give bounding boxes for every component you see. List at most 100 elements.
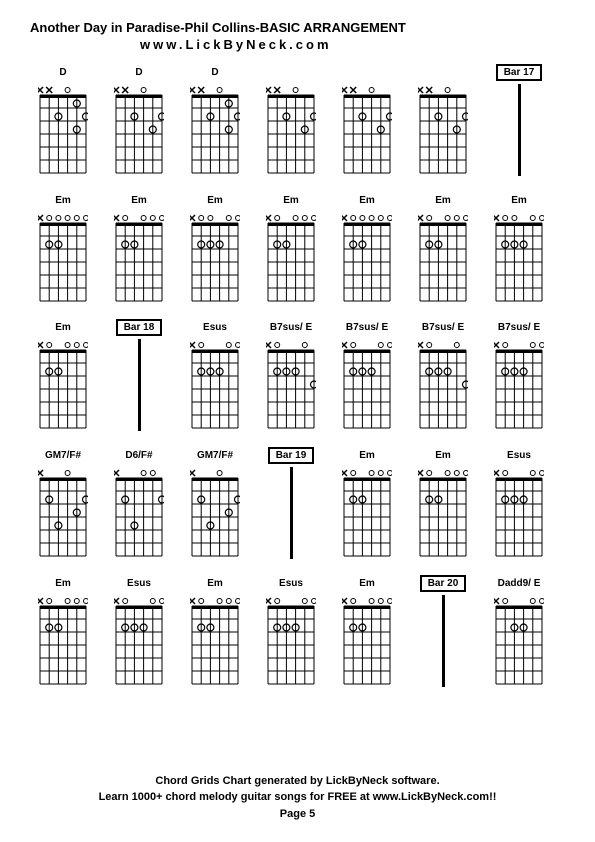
chord-cell — [334, 64, 400, 176]
page-title: Another Day in Paradise-Phil Collins-BAS… — [30, 20, 565, 35]
chord-diagram — [418, 211, 468, 303]
chord-cell — [258, 64, 324, 176]
chord-cell: Em — [30, 575, 96, 687]
chord-cell: D6/F# — [106, 447, 172, 559]
bar-line — [442, 595, 445, 687]
chord-label: D6/F# — [125, 447, 152, 463]
bar-label: Bar 17 — [496, 64, 543, 81]
footer-line2: Learn 1000+ chord melody guitar songs fo… — [0, 789, 595, 806]
chord-label: Esus — [507, 447, 531, 463]
chord-diagram — [266, 83, 316, 175]
chord-label: Dadd9/ E — [498, 575, 541, 591]
chord-label: Esus — [279, 575, 303, 591]
chord-label: B7sus/ E — [498, 319, 540, 335]
chord-diagram — [190, 338, 240, 430]
chord-cell: Em — [486, 192, 552, 303]
chord-label: B7sus/ E — [346, 319, 388, 335]
chord-diagram — [342, 466, 392, 558]
chord-diagram — [342, 83, 392, 175]
bar-marker: Bar 17 — [486, 64, 552, 176]
page-subtitle: www.LickByNeck.com — [30, 37, 565, 52]
footer-line3: Page 5 — [0, 806, 595, 823]
chord-label: B7sus/ E — [270, 319, 312, 335]
chord-diagram — [494, 211, 544, 303]
chord-cell — [410, 64, 476, 176]
chord-label: Em — [359, 575, 375, 591]
chord-cell: D — [182, 64, 248, 176]
chord-cell: Em — [334, 192, 400, 303]
chord-label: Em — [435, 192, 451, 208]
chord-diagram — [38, 83, 88, 175]
chord-cell: B7sus/ E — [486, 319, 552, 431]
chord-label: Em — [55, 575, 71, 591]
chord-diagram — [418, 338, 468, 430]
chord-diagram — [38, 338, 88, 430]
chord-diagram — [114, 466, 164, 558]
chord-cell: Em — [334, 575, 400, 687]
chord-diagram — [266, 594, 316, 686]
chord-cell: B7sus/ E — [334, 319, 400, 431]
bar-line — [290, 467, 293, 559]
chord-cell: B7sus/ E — [410, 319, 476, 431]
bar-marker: Bar 19 — [258, 447, 324, 559]
chord-label: Em — [435, 447, 451, 463]
chord-cell: Em — [182, 575, 248, 687]
chord-label: D — [59, 64, 66, 80]
chord-label: Em — [359, 447, 375, 463]
chord-cell: Em — [410, 447, 476, 559]
chord-label: D — [211, 64, 218, 80]
chord-diagram — [38, 211, 88, 303]
chord-diagram — [342, 211, 392, 303]
chord-label: D — [135, 64, 142, 80]
chord-diagram — [38, 466, 88, 558]
chord-label: Esus — [127, 575, 151, 591]
chord-cell: Em — [30, 319, 96, 431]
chord-label: GM7/F# — [197, 447, 233, 463]
chord-diagram — [494, 594, 544, 686]
bar-label: Bar 18 — [116, 319, 163, 336]
bar-marker: Bar 18 — [106, 319, 172, 431]
chord-diagram — [114, 83, 164, 175]
chord-diagram — [190, 83, 240, 175]
chord-diagram — [114, 211, 164, 303]
footer-line1: Chord Grids Chart generated by LickByNec… — [0, 773, 595, 790]
chord-label: Em — [283, 192, 299, 208]
chord-label: Em — [207, 192, 223, 208]
chord-label: GM7/F# — [45, 447, 81, 463]
chord-cell: Em — [334, 447, 400, 559]
chord-label: B7sus/ E — [422, 319, 464, 335]
chord-cell: Dadd9/ E — [486, 575, 552, 687]
chord-label: Em — [55, 319, 71, 335]
chord-diagram — [190, 594, 240, 686]
chord-cell: B7sus/ E — [258, 319, 324, 431]
chord-diagram — [418, 83, 468, 175]
chord-cell: Em — [258, 192, 324, 303]
bar-line — [138, 339, 141, 431]
chord-diagram — [38, 594, 88, 686]
chord-label: Em — [511, 192, 527, 208]
chord-cell: Esus — [486, 447, 552, 559]
chord-cell: Em — [106, 192, 172, 303]
bar-line — [518, 84, 521, 176]
chord-diagram — [342, 338, 392, 430]
page-footer: Chord Grids Chart generated by LickByNec… — [0, 773, 595, 823]
bar-label: Bar 19 — [268, 447, 315, 464]
chord-cell: Esus — [182, 319, 248, 431]
chord-label: Em — [55, 192, 71, 208]
chord-label: Em — [207, 575, 223, 591]
bar-label: Bar 20 — [420, 575, 467, 592]
chord-cell: Esus — [106, 575, 172, 687]
chord-cell: Em — [182, 192, 248, 303]
chord-diagram — [266, 338, 316, 430]
chord-label: Em — [131, 192, 147, 208]
chord-cell: Esus — [258, 575, 324, 687]
bar-marker: Bar 20 — [410, 575, 476, 687]
chord-diagram — [190, 211, 240, 303]
chord-cell: GM7/F# — [30, 447, 96, 559]
chord-diagram — [266, 211, 316, 303]
chord-cell: D — [30, 64, 96, 176]
chord-grid: D D D Bar 17 Em Em Em Em Em Em Em Em Bar 18 Esus B7sus… — [30, 64, 565, 695]
chord-diagram — [494, 338, 544, 430]
chord-label: Esus — [203, 319, 227, 335]
chord-diagram — [418, 466, 468, 558]
